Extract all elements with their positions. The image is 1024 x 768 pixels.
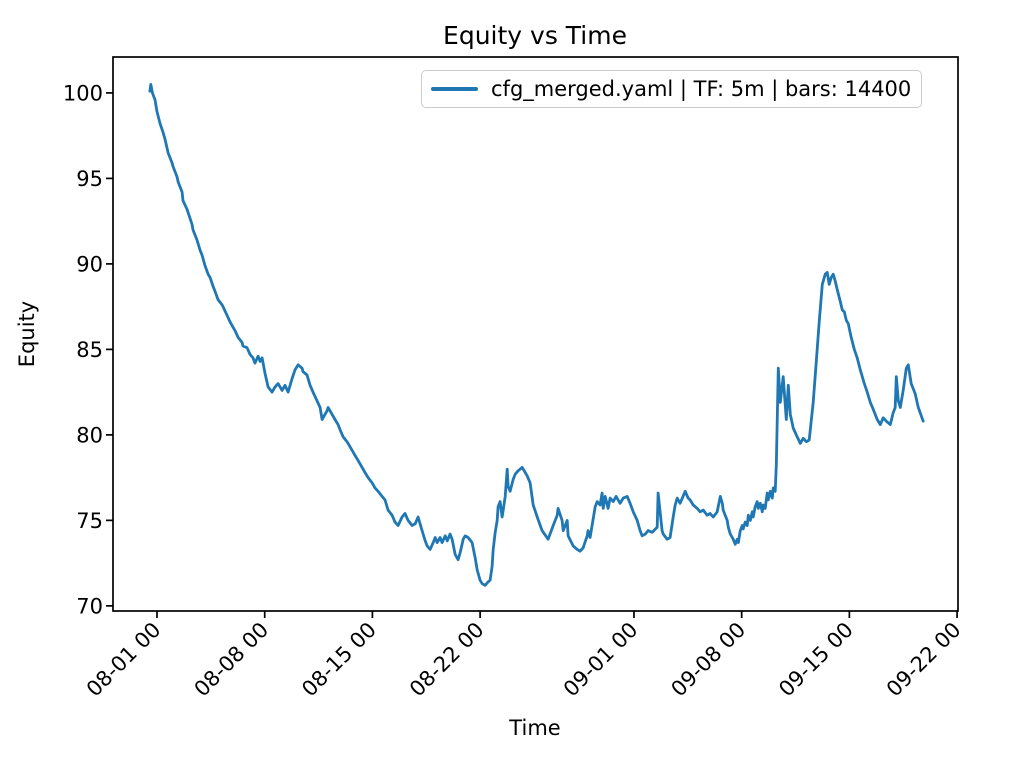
y-tick-label: 70 bbox=[76, 594, 103, 618]
y-tick-label: 80 bbox=[76, 423, 103, 447]
y-tick-label: 85 bbox=[76, 338, 103, 362]
x-axis-label: Time bbox=[509, 716, 561, 740]
y-tick-label: 95 bbox=[76, 167, 103, 191]
y-tick-label: 100 bbox=[63, 81, 103, 105]
legend-box: cfg_merged.yaml | TF: 5m | bars: 14400 bbox=[421, 70, 922, 108]
y-tick-label: 90 bbox=[76, 252, 103, 276]
axes-spines bbox=[112, 56, 959, 612]
chart-title: Equity vs Time bbox=[443, 21, 627, 50]
equity-series-line bbox=[148, 83, 925, 587]
y-axis-label: Equity bbox=[15, 300, 39, 368]
y-tick-label: 75 bbox=[76, 509, 103, 533]
legend-series-label: cfg_merged.yaml | TF: 5m | bars: 14400 bbox=[491, 77, 912, 101]
legend-line-sample-icon bbox=[431, 87, 478, 91]
